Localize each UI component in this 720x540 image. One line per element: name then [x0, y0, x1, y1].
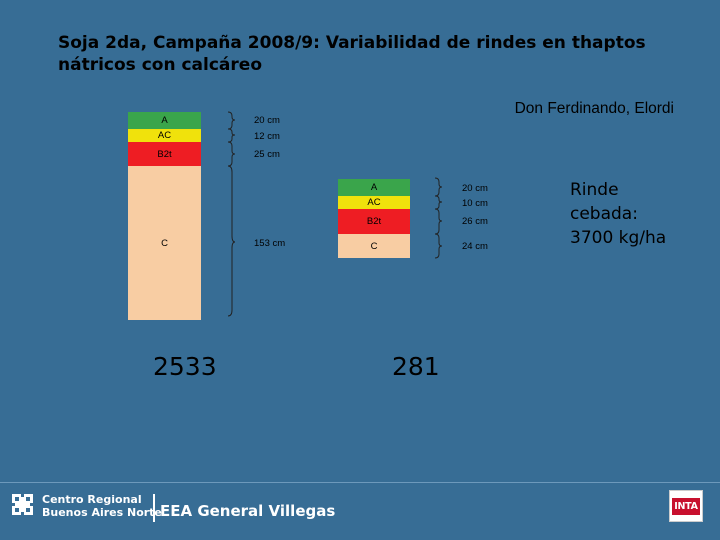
profile1-layer-ac-label: AC	[157, 130, 172, 141]
profile2-depth-b2t: 26 cm	[462, 216, 488, 227]
rinde-line-3: 3700 kg/ha	[570, 228, 667, 248]
profile2-number: 281	[392, 352, 440, 381]
profile2-depth-ac: 10 cm	[462, 198, 488, 209]
profile1-layer-ac: AC	[128, 129, 201, 142]
profile1-layer-c-label: C	[161, 237, 168, 249]
profile1-depth-c: 153 cm	[254, 238, 286, 249]
profile2-layer-a-label: A	[370, 182, 378, 193]
footer-divider	[0, 482, 720, 483]
profile2-layer-c-label: C	[370, 240, 378, 252]
brace-p1-c	[227, 165, 236, 317]
profile2-layer-ac-label: AC	[367, 197, 381, 208]
profile1-number: 2533	[153, 352, 217, 381]
centro-regional-line-2: Buenos Aires Norte	[42, 506, 162, 519]
centro-regional-line-1: Centro Regional	[42, 493, 142, 506]
profile2-layer-b2t: B2t	[338, 209, 410, 234]
brace-p2-ac	[434, 195, 443, 210]
cross-logo-icon	[12, 494, 33, 515]
brace-p2-c	[434, 233, 443, 259]
brace-p1-b2t	[227, 141, 236, 167]
profile2-depth-a: 20 cm	[462, 183, 488, 194]
brace-p1-a	[227, 111, 236, 130]
profile2-layer-a: A	[338, 179, 410, 196]
profile1-depth-ac: 12 cm	[254, 131, 280, 142]
profile1-depth-a: 20 cm	[254, 115, 280, 126]
profile1-layer-b2t-label: B2t	[157, 148, 172, 160]
rinde-line-2: cebada:	[570, 204, 638, 224]
profile2-layer-ac: AC	[338, 196, 410, 209]
profile1-layer-c: C	[128, 166, 201, 320]
profile2-depth-c: 24 cm	[462, 241, 488, 252]
profile2-layer-c: C	[338, 234, 410, 258]
rinde-line-1: Rinde	[570, 180, 619, 200]
rinde-label: Rinde cebada: 3700 kg/ha	[570, 178, 666, 250]
centro-regional-text: Centro Regional Buenos Aires Norte	[42, 493, 162, 519]
inta-logo: INTA	[669, 490, 703, 522]
inta-logo-text: INTA	[672, 497, 700, 515]
profile2-layer-b2t-label: B2t	[366, 216, 382, 227]
profile1-depth-b2t: 25 cm	[254, 149, 280, 160]
profile1-layer-a-label: A	[161, 115, 168, 126]
profile1-layer-b2t: B2t	[128, 142, 201, 166]
eea-general-villegas-text: EEA General Villegas	[160, 502, 336, 520]
brace-p1-ac	[227, 128, 236, 143]
brace-p2-a	[434, 177, 443, 197]
slide-title: Soja 2da, Campaña 2008/9: Variabilidad d…	[58, 33, 646, 75]
location-subtitle: Don Ferdinando, Elordi	[514, 100, 674, 117]
brace-p2-b2t	[434, 208, 443, 235]
footer-bar	[0, 480, 720, 540]
footer-separator	[153, 494, 155, 522]
profile1-layer-a: A	[128, 112, 201, 129]
